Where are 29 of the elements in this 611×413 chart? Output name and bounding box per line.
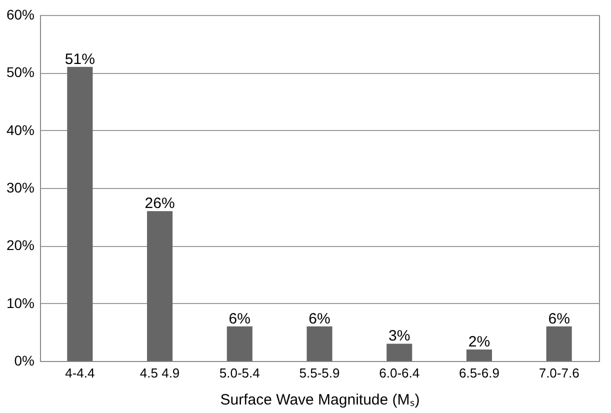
bar [226,326,252,361]
x-tick-label: 5.0-5.4 [219,366,260,380]
data-label: 51% [64,50,95,68]
y-tick-label: 20% [6,237,34,254]
x-tick-label: 5.5-5.9 [299,366,340,380]
data-label: 2% [468,333,490,350]
y-tick-label: 40% [6,122,34,138]
bar [466,349,492,361]
x-axis-title: Surface Wave Magnitude (Mₛ) [220,392,420,408]
bar [306,326,332,361]
bar [546,326,572,361]
bar [386,344,412,361]
data-label: 6% [308,310,330,328]
x-tick-label: 7.0-7.6 [538,366,580,380]
y-tick-label: 30% [6,180,34,196]
y-tick-label: 10% [6,294,34,311]
y-tick-label: 50% [6,64,34,80]
x-tick-label: 6.0-6.4 [379,366,420,380]
y-tick-label: 0% [14,352,34,368]
bar [147,211,173,361]
data-label: 6% [228,310,250,328]
data-label: 6% [548,310,570,328]
x-tick-label: 4-4.4 [65,366,95,380]
data-label: 26% [144,195,175,212]
y-tick-label: 60% [6,6,34,22]
data-label: 3% [388,328,410,345]
x-tick-label: 4.5 4.9 [140,366,180,380]
x-tick-label: 6.5-6.9 [458,366,500,380]
bar [67,66,93,361]
